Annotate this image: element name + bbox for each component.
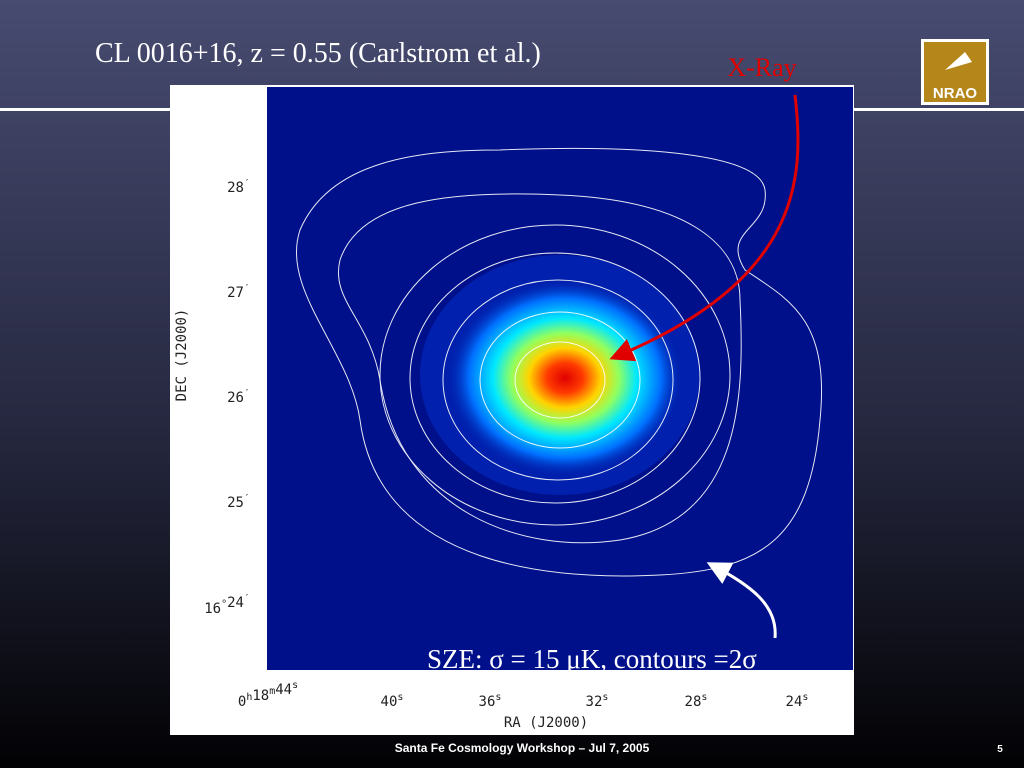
tick-label: 32s: [586, 692, 609, 710]
x-axis-title: RA (J2000): [504, 715, 588, 731]
tick-label: 27′: [227, 283, 250, 301]
logo-text: NRAO: [933, 85, 977, 102]
tick-main: 24: [786, 694, 803, 710]
tick-sup: m: [269, 686, 275, 697]
tick-label: 28′: [227, 178, 250, 196]
page-number: 5: [997, 744, 1003, 755]
tick-label: 0h18m44s: [238, 680, 298, 710]
tick-label: 40s: [381, 692, 404, 710]
tick-label: 24s: [786, 692, 809, 710]
sze-arrow: [706, 562, 777, 639]
sze-label: SZE: σ = 15 μK, contours =2σ: [427, 644, 757, 674]
tick-main: 0: [238, 694, 246, 710]
tick-sup: ′: [244, 283, 250, 294]
tick-sup: s: [602, 692, 608, 703]
tick-main: 40: [381, 694, 398, 710]
logo: NRAO: [921, 39, 989, 105]
xray-arrow: [609, 94, 800, 362]
tick-sup: s: [802, 692, 808, 703]
tick-label: 25′: [227, 493, 250, 511]
tick-main: 36: [479, 694, 496, 710]
tick-main: 24: [227, 595, 244, 611]
logo-dish: [945, 52, 972, 70]
tick-sup: °: [221, 599, 227, 610]
tick-sup: ′: [244, 493, 250, 504]
tick-main: 16: [204, 601, 221, 617]
logo-fill: [924, 42, 986, 102]
tick-main: 27: [227, 285, 244, 301]
tick-sup: s: [495, 692, 501, 703]
tick-label: 28s: [685, 692, 708, 710]
xray-emission: [445, 278, 685, 478]
tick-sup: ′: [244, 593, 250, 604]
footer-text: Santa Fe Cosmology Workshop – Jul 7, 200…: [395, 741, 650, 755]
tick-main: 28: [685, 694, 702, 710]
tick-sup: s: [701, 692, 707, 703]
dec-ticks: 28′27′26′25′16°24′: [204, 178, 250, 617]
tick-main: 25: [227, 495, 244, 511]
tick-main: 32: [586, 694, 603, 710]
tick-main: 26: [227, 390, 244, 406]
y-axis-title: DEC (J2000): [174, 309, 190, 402]
tick-sup: ′: [244, 178, 250, 189]
tick-label: 26′: [227, 388, 250, 406]
tick-sup: s: [292, 680, 298, 691]
tick-label: 16°24′: [204, 593, 250, 617]
tick-sup: h: [246, 692, 252, 703]
tick-sup: ′: [244, 388, 250, 399]
xray-label: X-Ray: [727, 53, 796, 82]
tick-main: 44: [275, 682, 292, 698]
tick-label: 36s: [479, 692, 502, 710]
tick-sup: s: [397, 692, 403, 703]
tick-main: 28: [227, 180, 244, 196]
contours: [295, 147, 822, 577]
title: CL 0016+16, z = 0.55 (Carlstrom et al.): [95, 38, 541, 69]
tick-main: 18: [252, 688, 269, 704]
